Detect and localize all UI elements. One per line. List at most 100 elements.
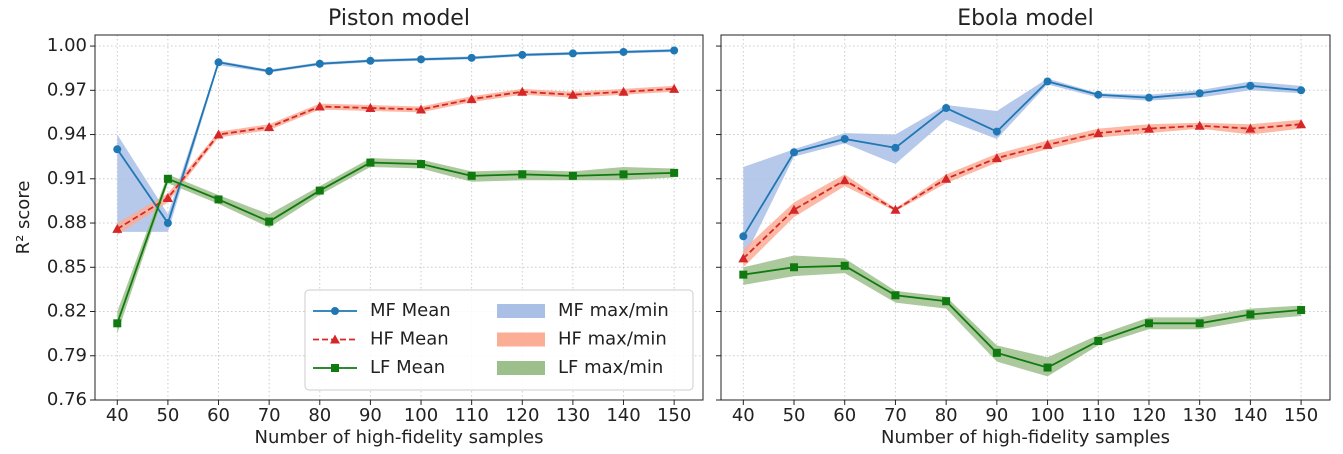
x-tick-label: 110 (1081, 405, 1115, 426)
panel: Piston model Number of high-fidelity samp… (13, 6, 704, 448)
y-tick-label: 0.88 (47, 212, 87, 233)
marker (670, 168, 679, 177)
x-tick-label: 90 (359, 405, 382, 426)
marker (213, 129, 224, 139)
marker (992, 348, 1001, 357)
marker (738, 253, 749, 263)
marker (264, 122, 275, 132)
marker (670, 46, 679, 55)
chart-title: Piston model (328, 6, 470, 31)
marker (891, 143, 900, 152)
x-tick-label: 120 (1132, 405, 1166, 426)
marker (1043, 363, 1052, 372)
x-axis-label: Number of high-fidelity samples (255, 427, 544, 448)
x-tick-label: 150 (657, 405, 691, 426)
y-tick-label: 0.91 (47, 168, 87, 189)
marker (1296, 119, 1307, 129)
x-tick-label: 50 (156, 405, 179, 426)
legend-label: HF max/min (558, 329, 667, 350)
marker (112, 223, 123, 233)
marker (789, 204, 800, 214)
marker (417, 55, 426, 64)
marker (840, 134, 849, 143)
band (743, 119, 1302, 268)
marker (890, 204, 901, 214)
marker (214, 58, 223, 67)
marker (1297, 306, 1306, 315)
marker (1094, 90, 1103, 99)
x-tick-label: 120 (505, 405, 539, 426)
marker (366, 158, 375, 167)
y-axis-label: R² score (13, 181, 34, 255)
marker (1144, 93, 1153, 102)
marker (991, 153, 1002, 163)
x-tick-label: 70 (258, 405, 281, 426)
legend: MF Mean MF max/min HF Mean HF max/min LF Mea… (304, 289, 694, 391)
band (117, 158, 675, 334)
marker (1195, 319, 1204, 328)
marker (568, 49, 577, 58)
marker (517, 86, 528, 96)
marker (669, 83, 680, 93)
legend-label: MF Mean (370, 300, 451, 321)
marker (315, 186, 324, 195)
marker (1093, 128, 1104, 138)
marker (467, 53, 476, 62)
panel: Ebola model Number of high-fidelity sampl… (716, 6, 1331, 448)
x-tick-label: 60 (833, 405, 856, 426)
line (116, 49, 675, 226)
y-tick-label: 0.76 (47, 389, 87, 410)
x-tick-label: 90 (985, 405, 1008, 426)
axes-frame (720, 34, 1331, 401)
x-axis-label: Number of high-fidelity samples (881, 427, 1170, 448)
chart-title: Ebola model (957, 6, 1093, 31)
marker (567, 89, 578, 99)
marker (1043, 77, 1052, 86)
marker (1246, 81, 1255, 90)
line (742, 123, 1302, 260)
marker (331, 307, 339, 315)
legend-patch (497, 361, 545, 375)
marker (1195, 89, 1204, 98)
marker (1094, 337, 1103, 346)
marker (790, 148, 799, 157)
x-tick-label: 80 (935, 405, 958, 426)
y-tick-label: 0.82 (47, 301, 87, 322)
marker (739, 270, 748, 279)
marker (365, 103, 376, 112)
marker (314, 101, 325, 111)
line (116, 161, 675, 324)
legend-label: MF max/min (558, 300, 669, 321)
marker (739, 232, 748, 241)
marker (1246, 310, 1255, 319)
line (742, 80, 1302, 237)
marker (162, 192, 173, 202)
x-tick-label: 140 (1233, 405, 1267, 426)
x-tick-label: 40 (106, 405, 129, 426)
y-tick-label: 1.00 (47, 35, 87, 56)
marker (941, 173, 952, 183)
line (743, 264, 1302, 369)
marker (1042, 139, 1053, 149)
band (117, 49, 675, 232)
marker (331, 364, 339, 372)
marker (942, 297, 951, 306)
marker (839, 175, 850, 185)
marker (467, 171, 476, 180)
x-tick-label: 70 (884, 405, 907, 426)
x-tick-label: 140 (606, 405, 640, 426)
x-tick-label: 80 (308, 405, 331, 426)
marker (891, 291, 900, 300)
marker (265, 67, 274, 76)
line (116, 87, 675, 230)
y-tick-label: 0.97 (47, 79, 87, 100)
marker (1144, 319, 1153, 328)
marker (1194, 120, 1205, 130)
marker (1245, 123, 1256, 133)
legend-patch (497, 304, 545, 318)
marker (417, 160, 426, 169)
axes-frame (94, 34, 704, 401)
marker (113, 319, 122, 328)
